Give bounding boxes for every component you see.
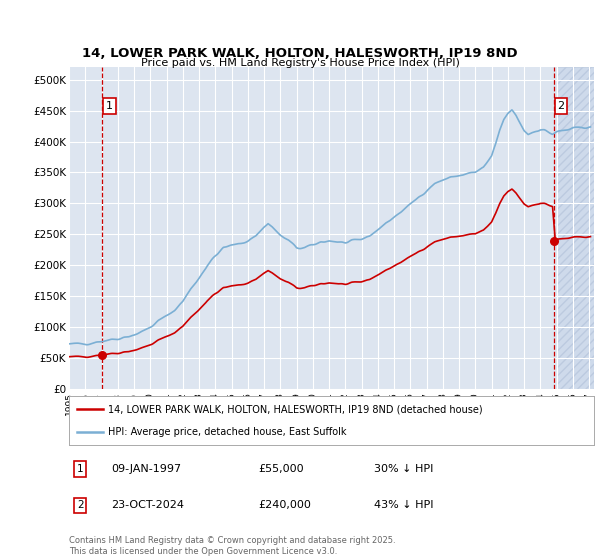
Text: 2: 2 (557, 101, 565, 111)
Text: Contains HM Land Registry data © Crown copyright and database right 2025.
This d: Contains HM Land Registry data © Crown c… (69, 536, 395, 556)
Text: 14, LOWER PARK WALK, HOLTON, HALESWORTH, IP19 8ND (detached house): 14, LOWER PARK WALK, HOLTON, HALESWORTH,… (109, 404, 483, 414)
Text: 1: 1 (77, 464, 83, 474)
Text: 30% ↓ HPI: 30% ↓ HPI (373, 464, 433, 474)
Text: Price paid vs. HM Land Registry's House Price Index (HPI): Price paid vs. HM Land Registry's House … (140, 58, 460, 68)
Text: 43% ↓ HPI: 43% ↓ HPI (373, 501, 433, 510)
Point (97, 351, 107, 360)
Text: HPI: Average price, detached house, East Suffolk: HPI: Average price, detached house, East… (109, 427, 347, 437)
Text: 09-JAN-1997: 09-JAN-1997 (111, 464, 181, 474)
Text: 2: 2 (77, 501, 83, 510)
Text: £55,000: £55,000 (258, 464, 304, 474)
Point (549, 236, 559, 245)
Bar (557, 67, 594, 389)
Text: 1: 1 (106, 101, 113, 111)
Text: 14, LOWER PARK WALK, HOLTON, HALESWORTH, IP19 8ND: 14, LOWER PARK WALK, HOLTON, HALESWORTH,… (82, 48, 518, 60)
Text: 23-OCT-2024: 23-OCT-2024 (111, 501, 184, 510)
Text: £240,000: £240,000 (258, 501, 311, 510)
